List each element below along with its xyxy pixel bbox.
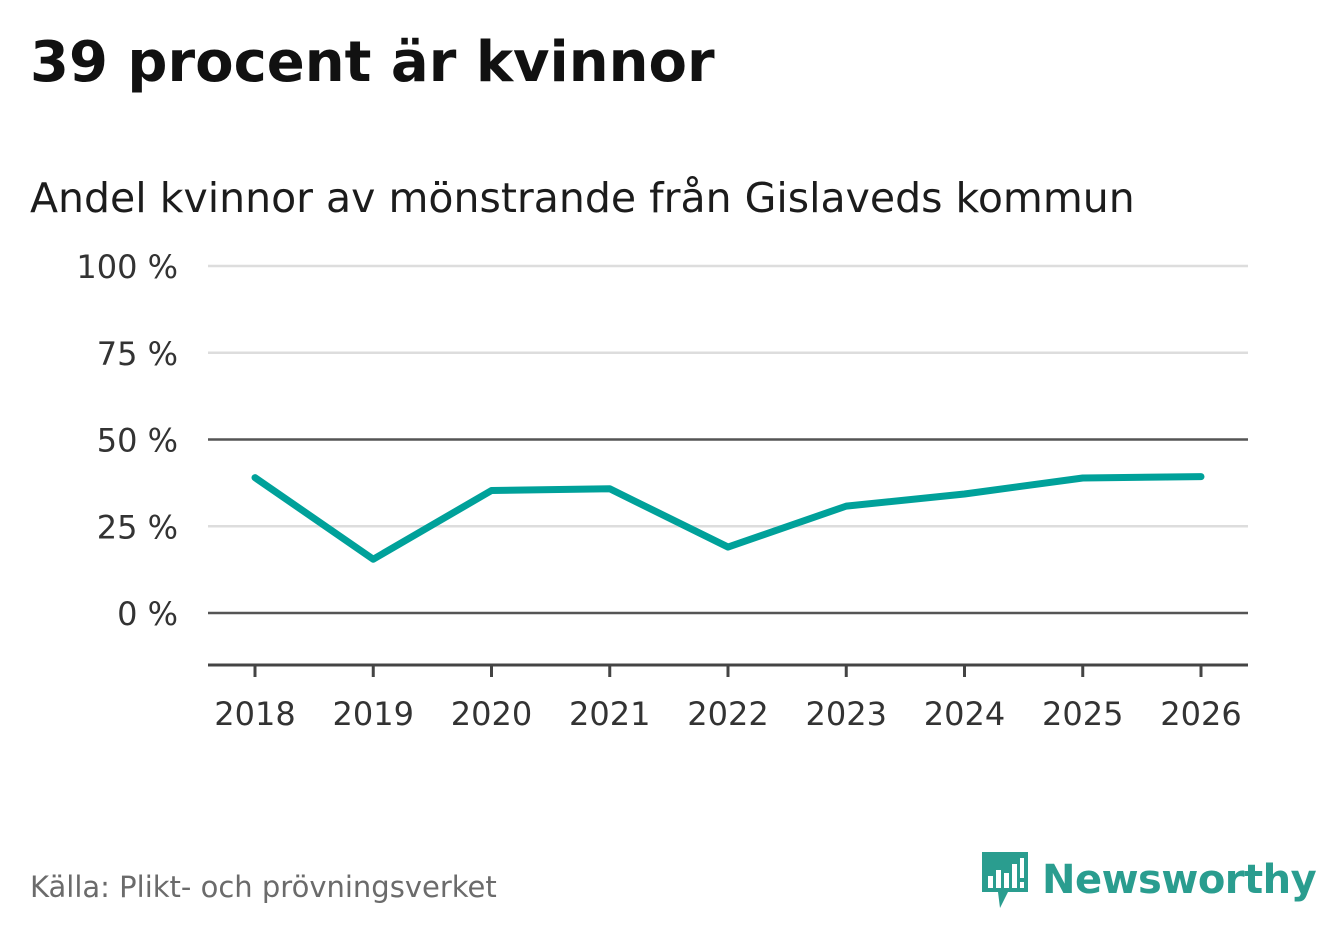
y-tick-label: 25 % [97,508,178,546]
y-tick-label: 100 % [76,248,178,286]
chart-title: 39 procent är kvinnor [30,30,715,95]
y-axis-ticks: 0 % 25 % 50 % 75 % 100 % [76,248,178,633]
newsworthy-logo: Newsworthy [980,850,1317,910]
x-tick-label: 2026 [1160,695,1241,733]
x-tick-label: 2020 [451,695,532,733]
series-layer [251,473,1205,563]
x-tick-label: 2018 [214,695,295,733]
x-tick-label: 2025 [1042,695,1123,733]
y-tick-label: 75 % [97,335,178,373]
x-tick-label: 2019 [333,695,414,733]
x-axis: 2018 2019 2020 2021 2022 2023 2024 2025 2026 [208,663,1248,733]
source-note: Källa: Plikt- och prövningsverket [30,870,497,904]
y-tick-label: 0 % [117,595,178,633]
newsworthy-bar-chart-icon [982,852,1028,908]
y-tick-label: 50 % [97,422,178,460]
chart-subtitle: Andel kvinnor av mönstrande från Gislave… [30,174,1135,222]
grid-lines [208,264,1248,615]
x-tick-label: 2021 [569,695,650,733]
series-line [251,473,1205,563]
logo-text: Newsworthy [1042,857,1317,903]
x-tick-label: 2024 [924,695,1005,733]
x-tick-label: 2022 [687,695,768,733]
x-tick-label: 2023 [806,695,887,733]
